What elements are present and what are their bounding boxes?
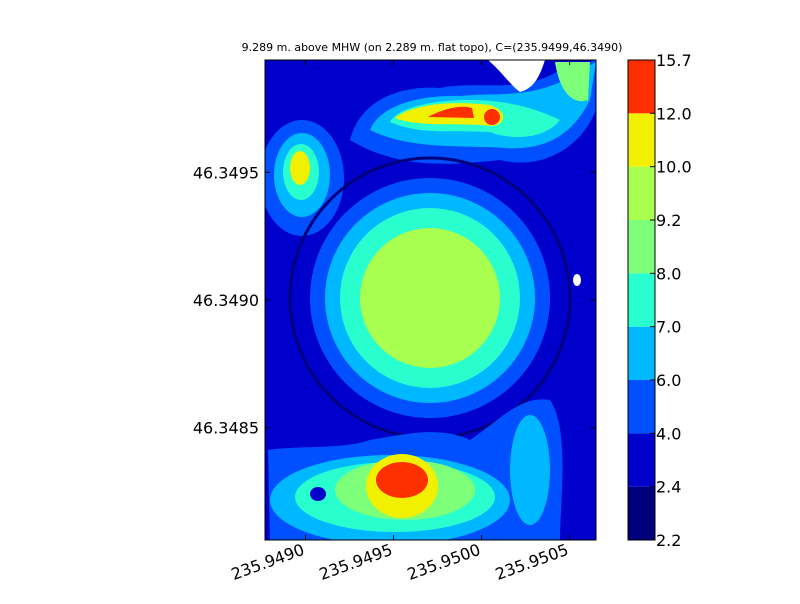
colorbar-band [628,60,655,114]
x-tick-label: 235.9495 [317,540,395,584]
colorbar-band [628,433,655,487]
colorbar-label: 2.4 [656,478,681,497]
y-tick-label: 46.3490 [193,291,259,310]
colorbar-frame [627,59,656,541]
colorbar-band [628,113,655,167]
colorbar: 2.2 2.4 4.0 6.0 7.0 8.0 9.2 10.0 12.0 15.7 [628,51,692,550]
x-tick-label: 235.9505 [493,540,571,584]
contour-region [428,106,474,118]
colorbar-label: 12.0 [656,104,692,123]
contour-region [360,228,500,368]
chart-title: 9.289 m. above MHW (on 2.289 m. flat top… [242,41,623,54]
colorbar-label: 8.0 [656,264,681,283]
colorbar-band [628,220,655,274]
contour-region [555,62,590,102]
contour-region [376,462,428,498]
colorbar-label: 4.0 [656,424,681,443]
y-tick-label: 46.3495 [193,163,259,182]
contour-region [484,109,500,125]
contour-region [290,151,310,185]
colorbar-band [628,326,655,380]
colorbar-band [628,380,655,434]
colorbar-label: 6.0 [656,371,681,390]
contour-region [510,415,550,525]
x-tick-label: 235.9500 [405,540,483,584]
plot-area [265,60,596,540]
colorbar-label: 7.0 [656,318,681,337]
colorbar-band [628,273,655,327]
y-tick-label: 46.3485 [193,419,259,438]
colorbar-label: 10.0 [656,158,692,177]
no-data-region [573,274,581,286]
x-tick-label: 235.9490 [229,540,307,584]
colorbar-label: 15.7 [656,51,692,70]
colorbar-band [628,486,655,540]
colorbar-label: 2.2 [656,531,681,550]
no-data-region [488,60,545,92]
colorbar-band [628,166,655,220]
contour-region [310,487,326,501]
colorbar-label: 9.2 [656,211,681,230]
